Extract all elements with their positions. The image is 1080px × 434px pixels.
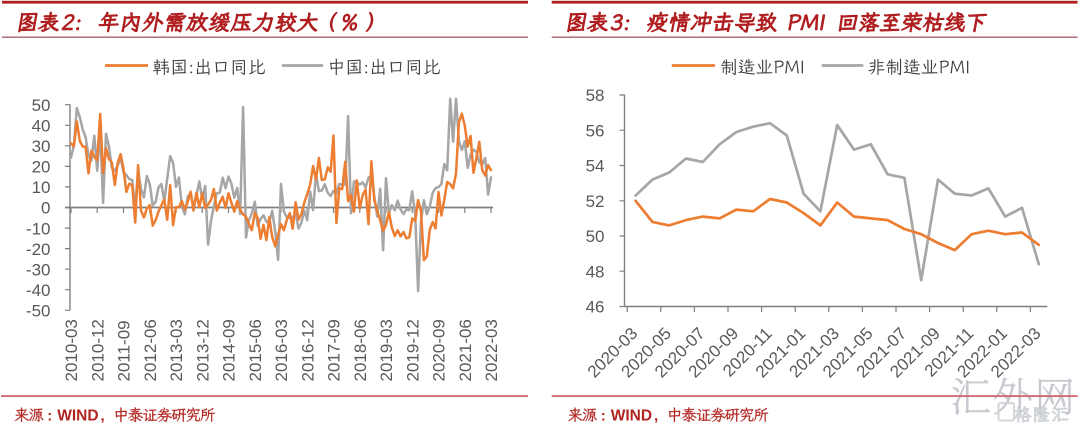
svg-text:-20: -20 [26,240,51,259]
svg-text:-40: -40 [26,281,51,300]
svg-text:50: 50 [32,96,51,115]
svg-text:2010-03: 2010-03 [62,319,81,381]
svg-text:56: 56 [586,121,605,140]
svg-text:-10: -10 [26,219,51,238]
svg-text:WIND: WIND [611,407,652,424]
svg-text:-30: -30 [26,260,51,279]
svg-text:2019-12: 2019-12 [403,319,422,381]
svg-text:2021-06: 2021-06 [456,319,475,381]
svg-text::: : [47,407,52,424]
svg-text:10: 10 [32,178,51,197]
svg-text:2022-03: 2022-03 [482,319,501,381]
svg-text:2012-06: 2012-06 [141,319,160,381]
svg-text:2010-12: 2010-12 [88,319,107,381]
svg-text:2017-09: 2017-09 [325,319,344,381]
svg-text::: : [601,407,606,424]
svg-text:46: 46 [586,298,605,317]
svg-text:2015-06: 2015-06 [246,319,265,381]
svg-text:54: 54 [586,157,605,176]
svg-text:50: 50 [586,227,605,246]
svg-text:48: 48 [586,262,605,281]
svg-text:2014-09: 2014-09 [220,319,239,381]
svg-text:0: 0 [41,199,50,218]
svg-text:30: 30 [32,137,51,156]
svg-text:,: , [101,407,105,424]
svg-text:40: 40 [32,117,51,136]
svg-text:20: 20 [32,158,51,177]
svg-text:2013-12: 2013-12 [193,319,212,381]
svg-text:2016-03: 2016-03 [272,319,291,381]
svg-text:2020-09: 2020-09 [430,319,449,381]
svg-text:2018-06: 2018-06 [351,319,370,381]
svg-text:2013-03: 2013-03 [167,319,186,381]
svg-text:2019-03: 2019-03 [377,319,396,381]
svg-text:52: 52 [586,192,605,211]
svg-text:2011-09: 2011-09 [115,320,134,381]
svg-text:58: 58 [586,86,605,105]
svg-text:-50: -50 [26,302,51,321]
svg-text:2016-12: 2016-12 [298,319,317,381]
svg-text:WIND: WIND [57,407,98,424]
svg-text:,: , [654,407,658,424]
